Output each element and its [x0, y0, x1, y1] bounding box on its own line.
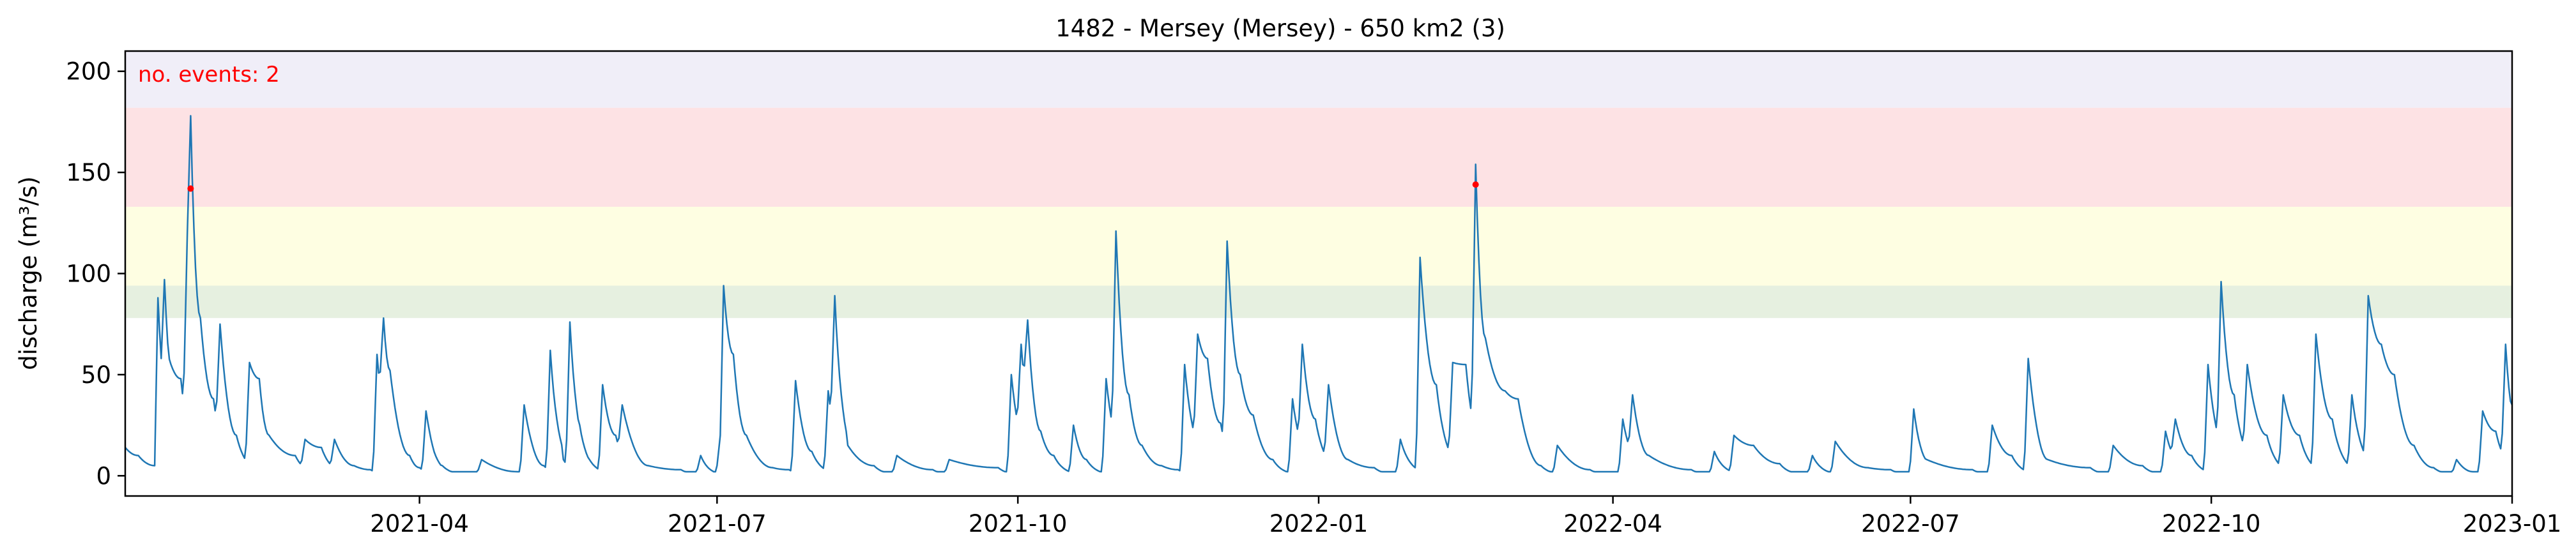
x-tick-label: 2022-10: [2162, 510, 2261, 537]
event-point: [1472, 181, 1479, 188]
event-point: [187, 185, 194, 192]
x-axis: 2021-04 2021-07 2021-10 2022-01 2022-04 2022-…: [370, 496, 2561, 537]
x-tick-label: 2022-01: [1269, 510, 1368, 537]
threshold-bands: [125, 51, 2512, 319]
discharge-series: [125, 115, 2513, 473]
y-tick-label: 150: [66, 159, 111, 186]
event-markers: [187, 181, 1479, 192]
discharge-line: [125, 115, 2513, 473]
band-yellow: [125, 206, 2512, 286]
y-axis-label: discharge (m³/s): [15, 176, 42, 370]
x-tick-label: 2023-01: [2463, 510, 2562, 537]
x-tick-label: 2021-07: [668, 510, 767, 537]
band-red: [125, 107, 2512, 207]
y-tick-label: 200: [66, 58, 111, 86]
y-tick-label: 50: [81, 361, 111, 389]
band-green: [125, 285, 2512, 319]
events-count-annotation: no. events: 2: [138, 62, 280, 87]
x-tick-label: 2022-07: [1861, 510, 1960, 537]
band-purple: [125, 51, 2512, 108]
y-tick-label: 100: [66, 260, 111, 288]
y-axis: 0 50 100 150 200: [66, 58, 125, 490]
x-tick-label: 2021-10: [969, 510, 1068, 537]
x-tick-label: 2022-04: [1563, 510, 1662, 537]
x-tick-label: 2021-04: [370, 510, 469, 537]
chart-title: 1482 - Mersey (Mersey) - 650 km2 (3): [1055, 15, 1505, 42]
plot-frame: [124, 50, 2513, 497]
y-tick-label: 0: [96, 462, 111, 490]
